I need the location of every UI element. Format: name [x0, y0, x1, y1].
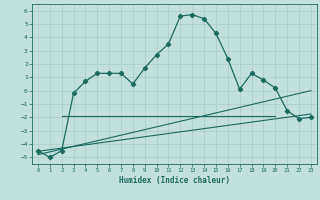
X-axis label: Humidex (Indice chaleur): Humidex (Indice chaleur) — [119, 176, 230, 185]
